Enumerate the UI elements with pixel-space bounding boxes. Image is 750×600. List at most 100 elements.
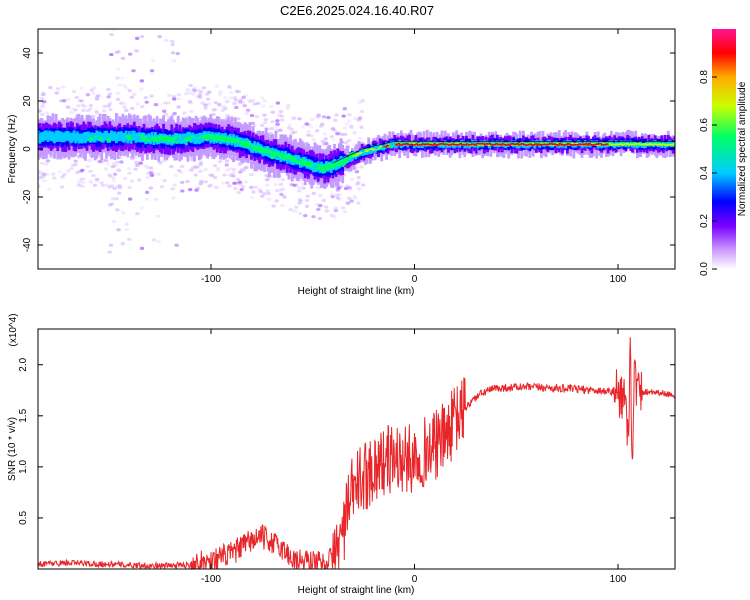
spectrogram-peak-blob <box>360 148 366 153</box>
spectrogram-band-blue <box>518 138 522 146</box>
spectrogram-speckle <box>296 189 302 193</box>
snr-xtick-label: -100 <box>201 574 221 585</box>
spectrogram-speckle <box>157 102 162 107</box>
spectrogram-band-red <box>583 143 586 146</box>
spectrogram-speckle <box>191 88 196 92</box>
spectrogram-speckle <box>279 114 285 118</box>
spectrogram-speckle <box>257 187 262 192</box>
spectrogram-peak-blob <box>274 156 280 161</box>
spectrogram-speckle <box>73 159 78 163</box>
spectrogram-speckle <box>38 108 43 113</box>
spectrogram-speckle <box>182 111 187 115</box>
spectrogram-speckle <box>38 176 43 180</box>
spectrogram-band-cyan <box>124 130 128 141</box>
spectrogram-speckle <box>42 172 47 176</box>
spectrogram-band-red <box>581 143 585 145</box>
spectrogram-band-green <box>203 134 207 140</box>
spectrogram-speckle <box>275 122 280 126</box>
spectrogram-speckle <box>110 29 116 32</box>
spectrogram-speckle <box>341 114 346 118</box>
spectrogram-speckle <box>311 215 316 219</box>
spectrogram-band-blue <box>385 143 389 152</box>
spectrogram-band-yellow <box>624 143 627 145</box>
spectrogram-band-green <box>222 136 226 141</box>
spectrogram-speckle <box>50 172 56 176</box>
spectrogram-speckle <box>324 209 330 213</box>
spectrogram-speckle <box>356 201 361 205</box>
spectrogram-speckle <box>210 173 215 178</box>
spectrogram-speckle <box>91 91 96 95</box>
spectrogram-speckle <box>115 97 121 102</box>
spectrogram-speckle <box>102 104 107 108</box>
spectrogram-speckle <box>163 111 168 116</box>
spectrogram-band-yellow <box>366 150 370 152</box>
spectrogram-speckle <box>137 178 142 182</box>
spectrogram-speckle <box>354 170 360 174</box>
spectrogram-speckle <box>225 181 230 185</box>
spectrogram-band-red <box>386 144 389 147</box>
spectrogram-band-yellow <box>666 144 670 146</box>
spectrogram-speckle <box>318 203 323 208</box>
spectrogram-speckle <box>222 173 227 177</box>
spectrogram-band-blue <box>432 142 436 151</box>
spectrogram-band-green <box>159 135 163 141</box>
spectrogram-band-cyan <box>564 143 568 149</box>
spectrogram-speckle <box>335 188 341 192</box>
spectrogram-band-green <box>620 141 623 145</box>
spectrogram-band-yellow <box>357 152 360 155</box>
spectrogram-band-green <box>143 136 146 142</box>
spectrogram-speckle <box>193 173 198 177</box>
spectrogram-speckle <box>339 132 345 137</box>
spectrogram-speckle <box>40 171 45 176</box>
spectrogram-band-green <box>327 165 330 171</box>
spectrogram-speckle <box>227 184 232 188</box>
spectrogram-band-cyan <box>394 143 398 149</box>
spectrogram-band-cyan <box>495 140 499 146</box>
spectrogram-band-yellow <box>656 144 660 146</box>
spectrogram-speckle <box>94 95 99 99</box>
spectrogram-band-blue <box>631 137 634 146</box>
spectrogram-band-yellow <box>607 142 611 145</box>
spectrogram-band-green <box>211 134 215 140</box>
spectrogram-speckle <box>225 100 230 104</box>
spectrogram-band-red <box>405 142 409 145</box>
spectrogram-speckle <box>208 173 213 177</box>
spectrogram-band-red <box>565 143 568 146</box>
spectrogram-speckle <box>122 176 128 181</box>
spectrogram-band-cyan <box>59 131 63 142</box>
spectrogram-band-cyan <box>434 140 437 146</box>
spectrogram-speckle <box>55 87 61 91</box>
spectrogram-speckle <box>140 105 145 109</box>
spectrogram-band-red <box>482 143 485 145</box>
spectrogram-marks <box>38 29 675 254</box>
spectrogram-band-green <box>245 143 249 149</box>
spectrogram-band-green <box>217 136 221 141</box>
spectrogram-band-yellow <box>555 142 559 145</box>
spectrogram-speckle <box>174 243 179 247</box>
spectrogram-speckle <box>282 195 287 200</box>
spectrogram-speckle <box>212 163 218 168</box>
spectrogram-band-green <box>139 135 143 140</box>
spectrogram-speckle <box>77 180 82 184</box>
spectrogram-band-green <box>299 159 303 165</box>
spectrogram-speckle <box>193 165 199 169</box>
spectrogram-speckle <box>77 99 83 103</box>
spectrogram-speckle <box>183 92 189 96</box>
spectrogram-band-red <box>452 143 456 146</box>
spectrogram-band-cyan <box>106 133 110 143</box>
spectrogram-speckle <box>114 197 120 201</box>
spectrogram-speckle <box>42 179 47 183</box>
spectrogram-speckle <box>117 168 122 172</box>
spectrogram-speckle <box>298 199 303 203</box>
spectrogram-speckle <box>314 129 320 133</box>
spectrogram-speckle <box>232 102 237 106</box>
spectrogram-speckle <box>234 105 239 110</box>
spectrogram-speckle <box>94 110 99 114</box>
spectrogram-band-green <box>188 136 192 142</box>
spectrogram-band-green <box>253 146 257 152</box>
spectrogram-speckle <box>122 84 127 88</box>
spectrogram-speckle <box>290 131 295 135</box>
spectrogram-peak-blob <box>132 134 138 139</box>
spectrogram-band-cyan <box>458 143 462 148</box>
spectrogram-band-red <box>600 144 604 146</box>
